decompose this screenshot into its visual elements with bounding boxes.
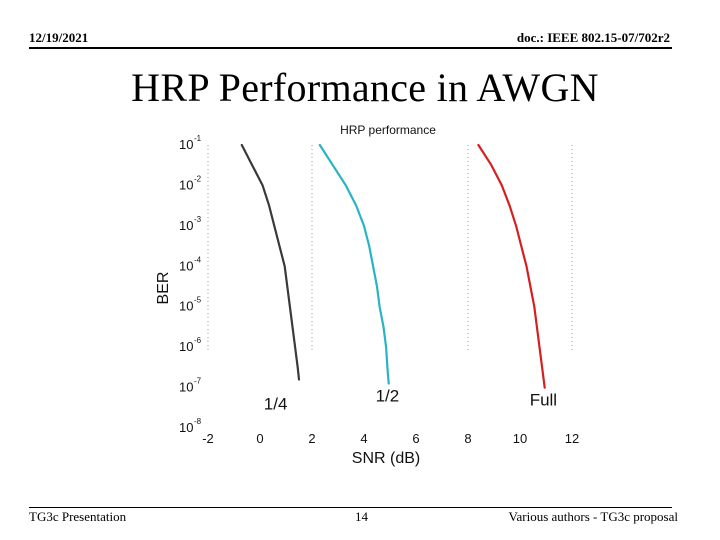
page-number: 14	[355, 509, 368, 524]
y-tick-label: 10	[179, 177, 193, 192]
y-tick-exponent: -5	[194, 296, 202, 305]
y-tick-label: 10	[179, 339, 193, 354]
y-tick-label: 10	[179, 137, 193, 152]
y-axis-label: BER	[155, 272, 172, 305]
chart-title: HRP performance	[340, 123, 436, 137]
annotation-label: Full	[530, 391, 557, 410]
slide-title: HRP Performance in AWGN	[131, 65, 599, 110]
series-line-0	[240, 143, 301, 381]
y-tick-label: 10	[179, 258, 193, 273]
chart-annotations: 1/4 1/2 Full	[264, 387, 557, 414]
y-tick-exponent: -7	[194, 377, 202, 386]
y-tick-label: 10	[179, 299, 193, 314]
header-doc-id: doc.: IEEE 802.15-07/702r2	[516, 30, 670, 45]
y-tick-label: 10	[179, 420, 193, 435]
y-tick-exponent: -3	[194, 215, 202, 224]
y-tick-label: 10	[179, 380, 193, 395]
y-tick-exponent: -6	[194, 336, 202, 345]
x-tick-label: 4	[360, 431, 367, 446]
y-tick-exponent: -2	[194, 174, 202, 183]
series-line-1	[318, 143, 390, 385]
x-axis-label: SNR (dB)	[352, 450, 420, 467]
x-tick-label: 10	[513, 431, 527, 446]
header-date: 12/19/2021	[29, 30, 89, 45]
y-tick-exponent: -8	[194, 417, 202, 426]
footer-right: Various authors - TG3c proposal	[508, 509, 678, 524]
x-tick-label: 2	[308, 431, 315, 446]
x-tick-label: 8	[464, 431, 471, 446]
y-tick-label: 10	[179, 218, 193, 233]
annotation-label: 1/4	[264, 395, 288, 414]
annotation-label: 1/2	[376, 387, 400, 406]
x-tick-label: 6	[412, 431, 419, 446]
x-tick-label: -2	[202, 431, 214, 446]
chart-grid	[207, 145, 573, 352]
footer-left: TG3c Presentation	[29, 509, 127, 524]
header-rule	[29, 47, 672, 49]
y-tick-exponent: -1	[194, 134, 202, 143]
x-tick-label: 12	[565, 431, 579, 446]
chart-series	[240, 143, 546, 389]
footer-rule	[29, 507, 672, 508]
x-tick-label: 0	[256, 431, 263, 446]
series-line-2	[477, 143, 546, 389]
y-tick-exponent: -4	[194, 255, 202, 264]
